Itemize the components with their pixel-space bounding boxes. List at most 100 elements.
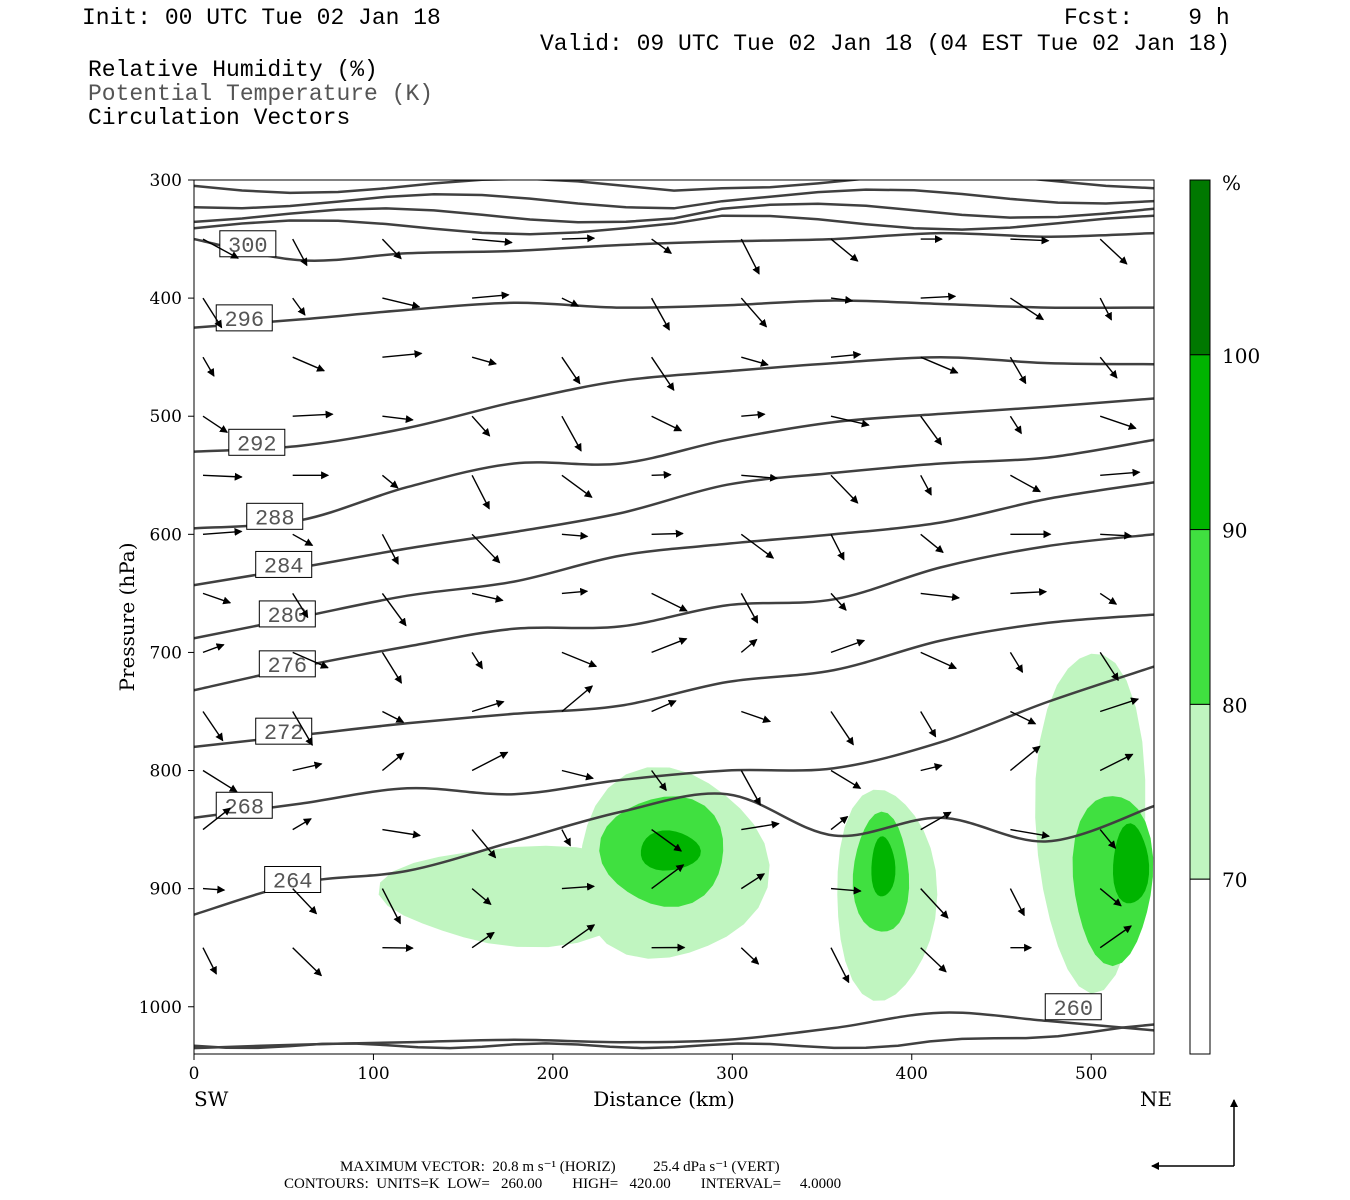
contour-label-284: 284 <box>255 550 313 579</box>
circulation-vector <box>830 474 859 504</box>
circulation-vector <box>1010 236 1050 245</box>
circulation-vector <box>1099 297 1113 321</box>
circulation-vector <box>202 527 243 536</box>
circulation-vector <box>920 651 958 670</box>
circulation-vector <box>561 587 589 596</box>
contour-label-288: 288 <box>246 502 304 531</box>
contour-label-276: 276 <box>258 650 316 679</box>
plot-area: 300 296 292 288 284 280 276 272 268 264 260 <box>194 180 1154 1050</box>
field-rh: Relative Humidity (%) <box>88 57 378 83</box>
circulation-vector <box>740 593 759 624</box>
circulation-vector <box>920 811 952 831</box>
circulation-vector <box>1099 697 1140 713</box>
circulation-vector <box>830 533 845 561</box>
sw-label: SW <box>194 1087 229 1111</box>
circulation-vector <box>381 752 405 772</box>
circulation-vector <box>651 592 688 612</box>
circulation-vector <box>292 356 326 372</box>
colorbar-level-label: 100 <box>1222 344 1260 368</box>
circulation-vector <box>471 356 497 366</box>
circulation-vector <box>292 761 323 772</box>
x-tick-label: 300 <box>716 1064 748 1084</box>
colorbar-unit: % <box>1222 171 1241 195</box>
circulation-vector <box>561 685 594 713</box>
circulation-vector <box>561 297 580 307</box>
circulation-vector <box>1010 474 1041 493</box>
colorbar-level-label: 80 <box>1222 693 1247 717</box>
x-tick-label: 500 <box>1075 1064 1107 1084</box>
y-tick-label: 600 <box>150 525 182 545</box>
circulation-vector <box>651 770 667 792</box>
circulation-vector <box>1099 238 1128 265</box>
circulation-vector <box>920 947 947 973</box>
circulation-vector <box>382 415 414 424</box>
circulation-vector <box>561 924 596 949</box>
circulation-vector <box>381 533 399 565</box>
circulation-vector <box>920 356 959 374</box>
circulation-vector <box>740 770 761 806</box>
contour-label-296: 296 <box>215 304 273 333</box>
plot-frame <box>193 179 1155 1055</box>
circulation-vector <box>292 238 308 267</box>
circulation-vector <box>292 818 312 831</box>
y-tick-label: 1000 <box>139 998 182 1018</box>
circulation-vector <box>830 815 849 831</box>
circulation-vector <box>471 533 501 564</box>
circulation-vector <box>1099 592 1118 605</box>
circulation-vector <box>381 888 401 925</box>
circulation-vector <box>202 711 224 742</box>
y-tick-label: 400 <box>150 289 182 309</box>
circulation-vector <box>1099 888 1122 907</box>
circulation-vector <box>651 529 684 538</box>
circulation-vector <box>202 807 231 831</box>
svg-text:260: 260 <box>1053 997 1093 1022</box>
y-tick-label: 900 <box>150 880 182 900</box>
circulation-vector <box>471 652 483 670</box>
circulation-vector <box>830 947 850 984</box>
circulation-vector <box>1099 415 1137 430</box>
rh-region-100-right <box>1113 823 1150 904</box>
svg-text:272: 272 <box>264 721 304 746</box>
contour-label-260: 260 <box>1044 993 1102 1022</box>
circulation-vector <box>651 470 672 479</box>
circulation-vector <box>1099 829 1117 849</box>
circulation-vector <box>292 711 313 746</box>
circulation-vector <box>292 947 323 977</box>
theta-contour-300 <box>194 231 1154 262</box>
theta-contour-268 <box>194 665 1154 820</box>
x-axis-title: Distance (km) <box>593 1087 735 1111</box>
circulation-vector <box>292 651 329 669</box>
theta-contour-272 <box>194 613 1154 749</box>
circulation-vector <box>1009 356 1027 385</box>
circulation-vector <box>561 769 594 781</box>
field-vectors: Circulation Vectors <box>88 105 351 131</box>
colorbar-segment <box>1189 878 1211 1055</box>
circulation-vector <box>471 931 495 949</box>
circulation-vector <box>830 238 859 262</box>
circulation-vector <box>741 356 769 367</box>
circulation-vector <box>471 888 492 906</box>
theta-contour-292 <box>194 355 1154 453</box>
colorbar-segment <box>1189 529 1211 705</box>
circulation-vector <box>561 531 589 540</box>
circulation-vector <box>1010 828 1050 839</box>
valid-time: Valid: 09 UTC Tue 02 Jan 18 (04 EST Tue … <box>540 31 1231 57</box>
circulation-vector <box>292 410 334 419</box>
circulation-vector <box>292 297 306 316</box>
init-time: Init: 00 UTC Tue 02 Jan 18 <box>82 5 441 31</box>
circulation-vector <box>920 888 949 919</box>
circulation-vector <box>651 238 673 254</box>
colorbar-level-label: 70 <box>1222 868 1247 892</box>
circulation-vector <box>382 828 421 839</box>
circulation-vector <box>741 820 780 831</box>
svg-text:292: 292 <box>237 432 277 457</box>
circulation-vector <box>1009 652 1024 674</box>
circulation-vector <box>920 474 932 496</box>
circulation-vector <box>1099 925 1132 949</box>
max-vector-note: MAXIMUM VECTOR: 20.8 m s⁻¹ (HORIZ) 25.4 … <box>340 1159 780 1175</box>
svg-text:288: 288 <box>255 506 295 531</box>
circulation-vector <box>202 415 229 433</box>
circulation-vector <box>381 652 402 684</box>
theta-contour-upper <box>194 180 1154 195</box>
circulation-vector <box>292 593 309 619</box>
